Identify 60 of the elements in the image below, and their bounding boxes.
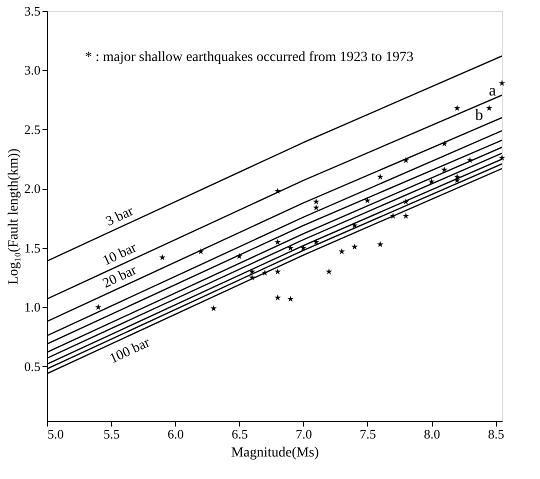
x-tick-label: 8.0 [424, 426, 440, 442]
point [428, 178, 435, 184]
point [351, 222, 358, 228]
point [274, 294, 281, 300]
point [351, 243, 358, 250]
point [402, 212, 410, 219]
point [236, 252, 242, 260]
text: 3 bar [104, 204, 136, 230]
point [159, 254, 166, 260]
y-tick-label: 1.5 [24, 240, 40, 256]
point [377, 241, 384, 248]
point [402, 198, 410, 204]
y-tick-label: 1.0 [24, 300, 40, 315]
y-tick-label: 3.0 [24, 62, 40, 78]
point [498, 154, 506, 161]
y-tick-label: 2.5 [24, 122, 40, 137]
annotation: b [475, 107, 484, 124]
point [95, 304, 102, 310]
point [274, 188, 281, 194]
point [287, 244, 294, 251]
point [210, 305, 217, 312]
text: 100 bar [108, 335, 153, 367]
x-tick-label: 6.0 [168, 426, 184, 442]
point [377, 174, 384, 180]
point [312, 198, 320, 204]
y-tick-label: 2.0 [24, 181, 40, 196]
point [402, 156, 410, 164]
point [390, 212, 396, 219]
point [441, 140, 448, 146]
y-tick-label: 0.5 [24, 358, 40, 374]
point [248, 274, 256, 280]
point [326, 268, 332, 274]
point [274, 238, 281, 245]
x-axis-title: Magnitude(Ms) [231, 446, 320, 460]
point [466, 156, 474, 164]
point [300, 244, 307, 251]
x-tick-label: 8.5 [488, 426, 504, 442]
point [312, 204, 320, 210]
y-axis-title: Log₁₀(Fault length(km)) [6, 148, 22, 285]
point [248, 268, 256, 274]
point [287, 296, 294, 302]
point [454, 174, 460, 180]
point [198, 248, 204, 254]
point [312, 238, 320, 245]
point [498, 80, 506, 86]
x-tick-label: 5.5 [103, 426, 120, 442]
point [486, 104, 492, 111]
x-tick-label: 7.0 [296, 426, 312, 442]
annotation: a [488, 82, 496, 100]
point [441, 166, 448, 173]
point [274, 268, 281, 274]
x-tick-label: 5.0 [48, 426, 64, 442]
point [364, 197, 371, 204]
point [454, 104, 460, 111]
y-tick-label: 3.5 [24, 4, 40, 18]
annotation: * : major shallow earthquakes occurred from 1923 to 1973 [85, 50, 414, 65]
x-tick-label: 6.5 [232, 426, 248, 442]
point [338, 248, 345, 254]
x-tick-label: 7.5 [360, 426, 376, 442]
point [262, 270, 268, 276]
